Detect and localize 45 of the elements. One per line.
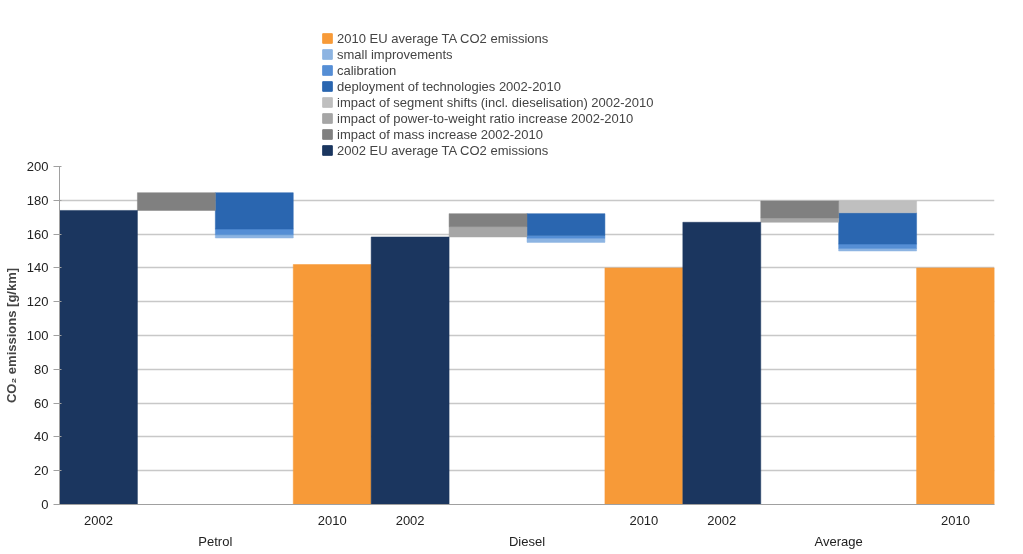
x-tick-label: 2010: [941, 512, 970, 528]
text: Diesel: [508, 533, 546, 549]
y-tick-label: 120: [26, 294, 49, 310]
text: Average: [814, 533, 863, 549]
legend-label: small improvements: [337, 46, 453, 62]
legend-label: impact of mass increase 2002-2010: [337, 126, 543, 142]
legend-label: 2010 EU average TA CO2 emissions: [337, 30, 549, 46]
y-tick-label: 160: [26, 226, 49, 242]
bar: [838, 248, 917, 252]
y-tick-label: 40: [34, 429, 49, 445]
legend-label: deployment of technologies 2002-2010: [337, 78, 562, 94]
legend-label: 2002 EU average TA CO2 emissions: [337, 142, 549, 158]
bar: [448, 226, 528, 238]
y-tick-label: 100: [26, 328, 49, 343]
y-axis-title: CO₂ emissions [g/km]: [3, 267, 19, 404]
legend-label: impact of segment shifts (incl. dieselisation) 2002-2010: [337, 94, 654, 110]
bar: [916, 267, 995, 505]
bar: [293, 264, 372, 505]
bar: [682, 222, 761, 505]
y-tick-label: 20: [34, 463, 49, 479]
x-tick-label: 2002: [395, 512, 425, 528]
bar: [838, 212, 917, 245]
x-tick-label: 2010: [629, 512, 659, 528]
x-tick-label: 2010: [317, 512, 347, 528]
bar: [215, 234, 294, 239]
y-tick-label: 0: [41, 497, 49, 512]
y-tick-label: 60: [34, 395, 49, 411]
bar: [370, 236, 450, 505]
x-tick-label: 2002: [84, 512, 113, 528]
bar: [137, 192, 216, 211]
text: Petrol: [198, 533, 233, 549]
y-tick-label: 200: [26, 159, 49, 174]
bar: [215, 192, 294, 230]
legend-label: impact of power-to-weight ratio increase 2002-2010: [337, 110, 634, 126]
bar: [59, 210, 138, 505]
bar: [760, 200, 839, 219]
legend-label: calibration: [337, 62, 397, 78]
x-tick-label: 2002: [707, 512, 737, 528]
bar: [448, 213, 528, 227]
bar: [526, 238, 606, 243]
y-tick-label: 180: [26, 192, 49, 208]
y-tick-label: 140: [26, 260, 49, 276]
y-tick-label: 80: [34, 361, 49, 377]
bar: [604, 267, 684, 505]
bar: [526, 213, 606, 236]
